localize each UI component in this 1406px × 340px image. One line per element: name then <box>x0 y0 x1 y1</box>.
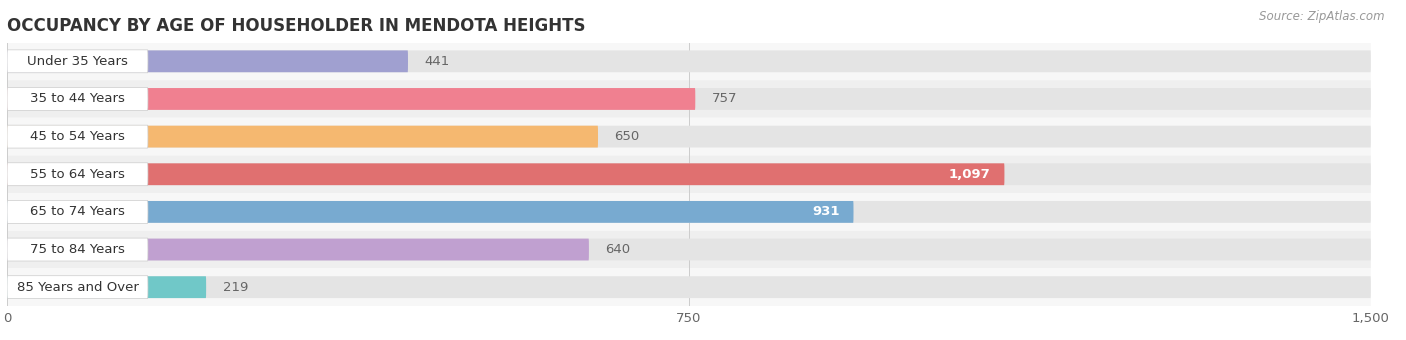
FancyBboxPatch shape <box>7 276 207 298</box>
Text: 35 to 44 Years: 35 to 44 Years <box>30 92 125 105</box>
FancyBboxPatch shape <box>7 42 1371 80</box>
FancyBboxPatch shape <box>7 163 1004 185</box>
Text: OCCUPANCY BY AGE OF HOUSEHOLDER IN MENDOTA HEIGHTS: OCCUPANCY BY AGE OF HOUSEHOLDER IN MENDO… <box>7 17 585 35</box>
FancyBboxPatch shape <box>7 193 1371 231</box>
Text: 219: 219 <box>222 281 247 294</box>
FancyBboxPatch shape <box>7 80 1371 118</box>
FancyBboxPatch shape <box>7 201 1371 223</box>
FancyBboxPatch shape <box>7 239 1371 260</box>
FancyBboxPatch shape <box>7 163 148 186</box>
FancyBboxPatch shape <box>7 276 1371 298</box>
FancyBboxPatch shape <box>7 231 1371 268</box>
Text: 640: 640 <box>606 243 630 256</box>
FancyBboxPatch shape <box>7 50 408 72</box>
FancyBboxPatch shape <box>7 126 1371 148</box>
FancyBboxPatch shape <box>7 88 696 110</box>
Text: 85 Years and Over: 85 Years and Over <box>17 281 138 294</box>
FancyBboxPatch shape <box>7 88 1371 110</box>
FancyBboxPatch shape <box>7 238 148 261</box>
FancyBboxPatch shape <box>7 87 148 110</box>
FancyBboxPatch shape <box>7 155 1371 193</box>
Text: 75 to 84 Years: 75 to 84 Years <box>30 243 125 256</box>
Text: Source: ZipAtlas.com: Source: ZipAtlas.com <box>1260 10 1385 23</box>
Text: 55 to 64 Years: 55 to 64 Years <box>30 168 125 181</box>
Text: 931: 931 <box>813 205 839 218</box>
FancyBboxPatch shape <box>7 201 853 223</box>
FancyBboxPatch shape <box>7 126 598 148</box>
Text: 65 to 74 Years: 65 to 74 Years <box>30 205 125 218</box>
Text: 441: 441 <box>425 55 450 68</box>
Text: 650: 650 <box>614 130 640 143</box>
FancyBboxPatch shape <box>7 50 148 73</box>
Text: 1,097: 1,097 <box>949 168 991 181</box>
FancyBboxPatch shape <box>7 163 1371 185</box>
FancyBboxPatch shape <box>7 201 148 223</box>
FancyBboxPatch shape <box>7 268 1371 306</box>
Text: 757: 757 <box>711 92 737 105</box>
FancyBboxPatch shape <box>7 125 148 148</box>
FancyBboxPatch shape <box>7 276 148 299</box>
FancyBboxPatch shape <box>7 118 1371 155</box>
FancyBboxPatch shape <box>7 50 1371 72</box>
FancyBboxPatch shape <box>7 239 589 260</box>
Text: 45 to 54 Years: 45 to 54 Years <box>30 130 125 143</box>
Text: Under 35 Years: Under 35 Years <box>27 55 128 68</box>
